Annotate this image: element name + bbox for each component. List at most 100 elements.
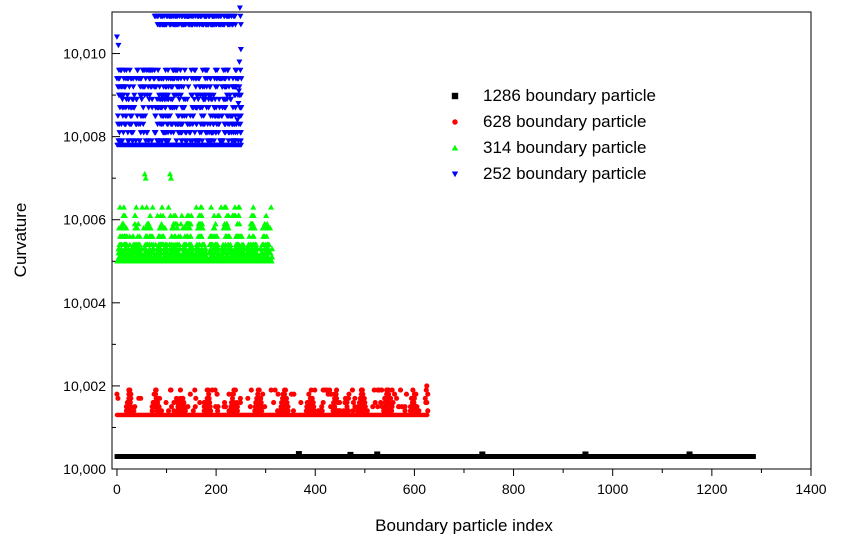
data-point	[119, 96, 126, 103]
data-point	[206, 391, 212, 397]
data-point	[150, 408, 156, 414]
data-point	[266, 241, 273, 248]
data-point	[193, 204, 200, 210]
data-point	[212, 220, 219, 227]
data-point	[231, 13, 238, 20]
legend-marker	[451, 92, 459, 100]
data-point	[212, 387, 218, 393]
data-point	[259, 408, 265, 414]
legend-label: 628 boundary particle	[483, 112, 647, 131]
data-point	[751, 454, 756, 459]
data-point	[236, 5, 243, 11]
data-point	[167, 113, 174, 119]
data-point	[295, 451, 302, 458]
data-point	[140, 121, 147, 128]
data-point	[220, 138, 227, 144]
data-point	[388, 395, 394, 401]
data-point	[121, 212, 128, 218]
data-point	[181, 67, 188, 74]
data-point	[219, 113, 226, 119]
data-point	[114, 113, 121, 119]
data-point	[165, 92, 172, 99]
data-point	[182, 408, 188, 414]
data-point	[379, 387, 385, 393]
data-point	[350, 408, 356, 414]
data-point	[131, 408, 137, 414]
data-point	[192, 387, 198, 393]
data-point	[250, 233, 257, 239]
y-tick-label: 10,000	[63, 461, 106, 477]
data-point	[116, 76, 123, 82]
data-point	[190, 113, 197, 119]
data-point	[345, 395, 352, 401]
y-tick-label: 10,010	[63, 46, 106, 62]
data-point	[250, 212, 257, 218]
data-point	[232, 387, 238, 393]
data-point	[176, 96, 183, 103]
data-point	[196, 76, 203, 82]
data-point	[235, 101, 242, 107]
data-point	[240, 241, 247, 248]
data-point	[133, 96, 140, 103]
data-point	[364, 408, 370, 414]
data-point	[190, 408, 196, 414]
data-point	[128, 404, 134, 410]
data-point	[115, 395, 121, 401]
data-point	[177, 387, 183, 393]
data-point	[336, 399, 343, 406]
data-point	[215, 130, 222, 136]
data-point	[423, 399, 429, 406]
data-point	[253, 249, 260, 256]
data-point	[582, 451, 589, 458]
y-axis-ticks: 10,000 10,002 10,004 10,006 10,008 10,010	[63, 46, 120, 477]
data-point	[236, 220, 243, 227]
data-point	[173, 105, 180, 111]
data-point	[253, 241, 260, 248]
data-point	[187, 220, 194, 227]
data-point	[389, 387, 395, 393]
data-point	[177, 67, 184, 74]
data-point	[227, 241, 234, 248]
data-point	[372, 399, 378, 406]
y-tick-label: 10,006	[63, 212, 106, 228]
data-point	[390, 399, 396, 406]
plot-frame	[111, 11, 812, 470]
data-point	[149, 233, 156, 239]
data-point	[193, 121, 200, 128]
data-point	[285, 408, 291, 414]
data-point	[360, 391, 366, 397]
data-point	[424, 383, 430, 389]
series-circle	[114, 383, 431, 418]
data-point	[147, 225, 154, 231]
data-point	[157, 395, 163, 401]
y-tick-label: 10,002	[63, 378, 106, 394]
data-point	[192, 67, 199, 74]
legend: 1286 boundary particle 628 boundary parti…	[451, 86, 656, 183]
data-point	[187, 233, 194, 239]
data-point	[212, 96, 219, 103]
data-point	[146, 92, 153, 99]
data-point	[204, 67, 211, 74]
data-point	[167, 171, 174, 177]
data-point	[397, 387, 404, 393]
data-point	[188, 212, 195, 218]
data-point	[282, 387, 289, 393]
data-point	[138, 96, 145, 103]
data-point	[207, 76, 214, 82]
data-point	[269, 245, 276, 252]
data-point	[281, 391, 288, 397]
data-point	[127, 399, 133, 406]
data-point	[311, 408, 317, 414]
data-point	[177, 92, 184, 99]
data-point	[331, 399, 337, 406]
data-point	[290, 408, 296, 414]
series-square	[114, 451, 756, 459]
data-point	[140, 105, 147, 111]
data-point	[179, 121, 186, 128]
data-point	[344, 404, 350, 410]
data-point	[422, 395, 428, 401]
data-point	[271, 399, 277, 406]
data-point	[214, 241, 221, 248]
data-point	[215, 408, 221, 414]
data-point	[311, 404, 317, 410]
